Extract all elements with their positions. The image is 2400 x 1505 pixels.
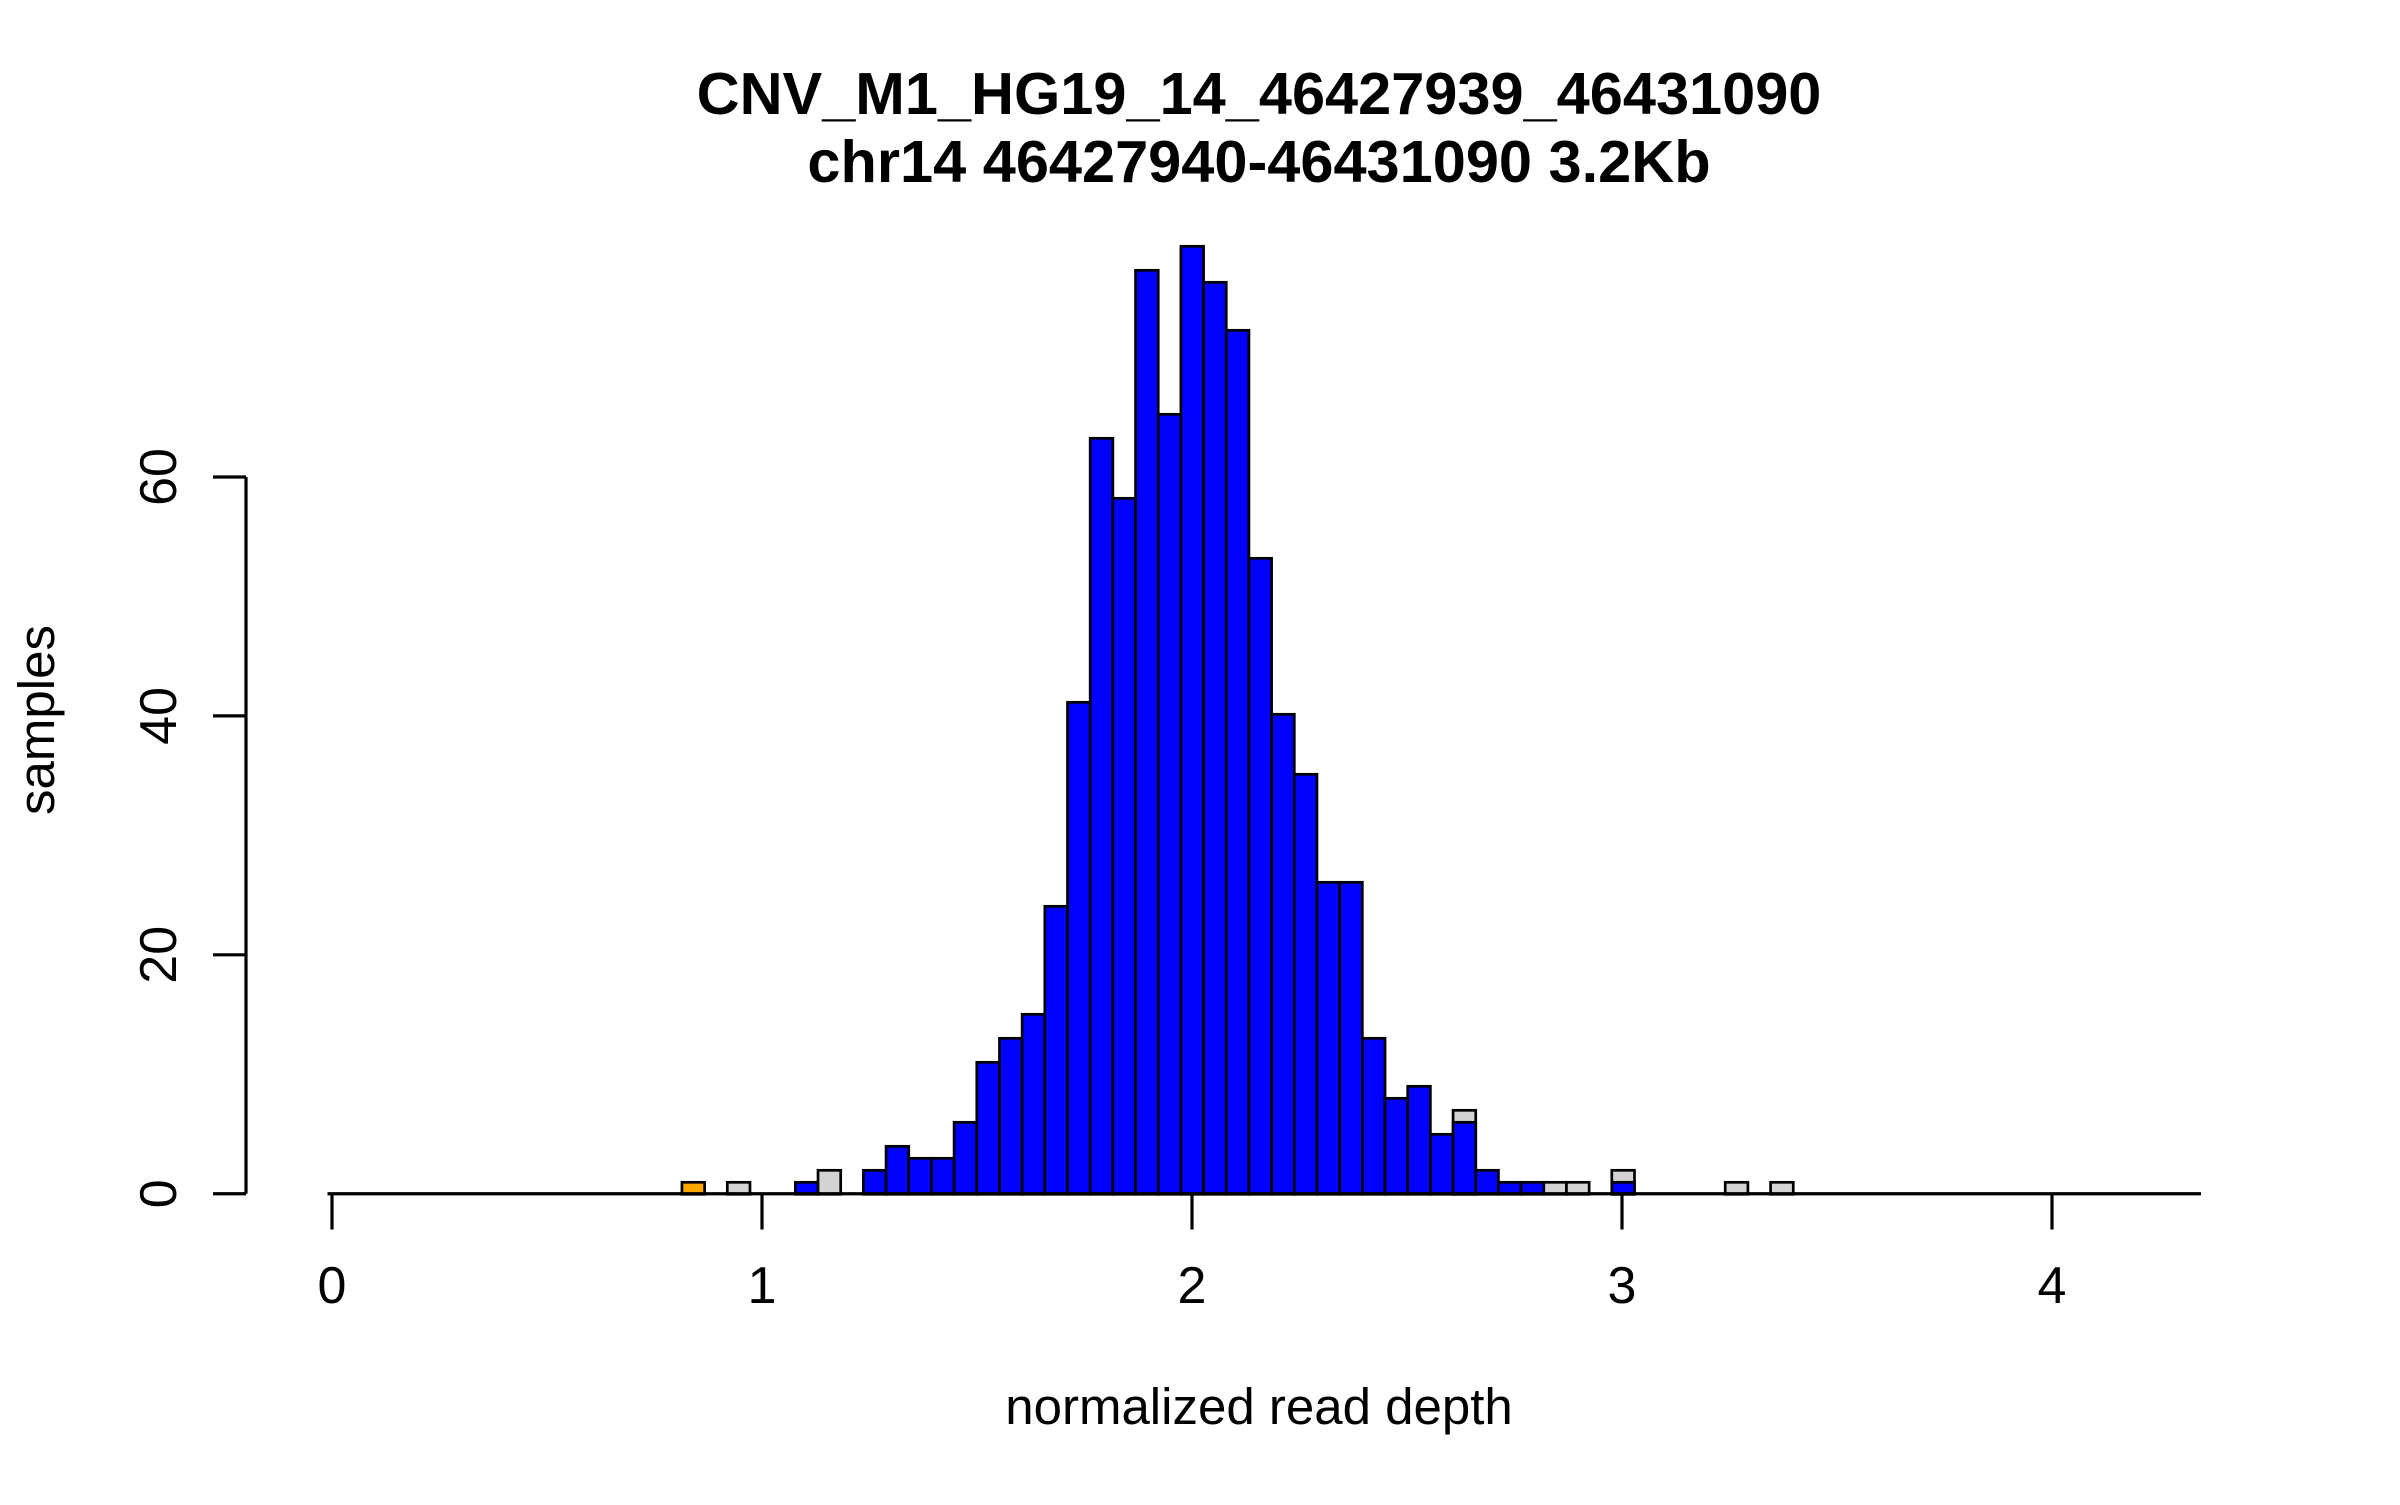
svg-text:4: 4 [2038, 1257, 2067, 1315]
svg-text:2: 2 [1178, 1257, 1207, 1315]
svg-text:normalized read depth: normalized read depth [1005, 1378, 1513, 1435]
svg-text:60: 60 [130, 448, 188, 506]
svg-text:3: 3 [1608, 1257, 1637, 1315]
svg-text:CNV_M1_HG19_14_46427939_464310: CNV_M1_HG19_14_46427939_46431090 [697, 60, 1822, 127]
svg-text:0: 0 [130, 1179, 188, 1208]
svg-text:20: 20 [130, 926, 188, 984]
svg-text:1: 1 [748, 1257, 777, 1315]
svg-text:samples: samples [8, 625, 65, 815]
svg-text:chr14 46427940-46431090 3.2Kb: chr14 46427940-46431090 3.2Kb [807, 128, 1710, 195]
svg-text:40: 40 [130, 687, 188, 745]
svg-text:0: 0 [318, 1257, 347, 1315]
